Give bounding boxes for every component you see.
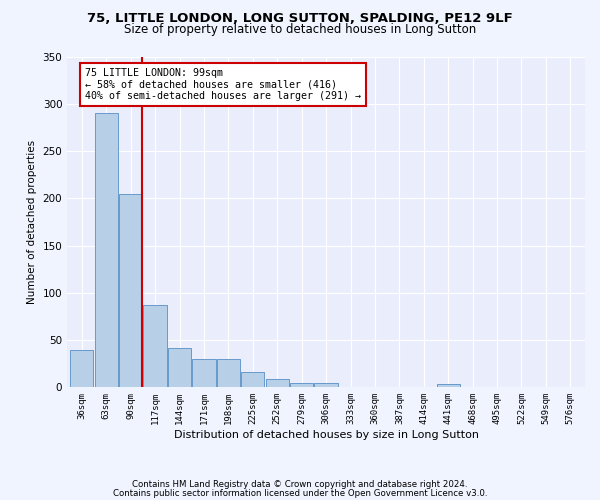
Text: 75, LITTLE LONDON, LONG SUTTON, SPALDING, PE12 9LF: 75, LITTLE LONDON, LONG SUTTON, SPALDING… — [87, 12, 513, 26]
Bar — [290, 382, 313, 388]
Bar — [119, 194, 142, 388]
Bar — [193, 359, 215, 388]
Bar — [437, 384, 460, 388]
Bar — [241, 372, 265, 388]
Bar — [95, 113, 118, 388]
Bar — [217, 359, 240, 388]
Bar — [266, 379, 289, 388]
Text: 75 LITTLE LONDON: 99sqm
← 58% of detached houses are smaller (416)
40% of semi-d: 75 LITTLE LONDON: 99sqm ← 58% of detache… — [85, 68, 361, 101]
X-axis label: Distribution of detached houses by size in Long Sutton: Distribution of detached houses by size … — [173, 430, 479, 440]
Title: 75, LITTLE LONDON, LONG SUTTON, SPALDING, PE12 9LF
Size of property relative to : 75, LITTLE LONDON, LONG SUTTON, SPALDING… — [0, 499, 1, 500]
Bar — [70, 350, 94, 388]
Bar — [168, 348, 191, 388]
Bar — [143, 305, 167, 388]
Text: Size of property relative to detached houses in Long Sutton: Size of property relative to detached ho… — [124, 22, 476, 36]
Bar — [314, 382, 338, 388]
Text: Contains HM Land Registry data © Crown copyright and database right 2024.: Contains HM Land Registry data © Crown c… — [132, 480, 468, 489]
Y-axis label: Number of detached properties: Number of detached properties — [27, 140, 37, 304]
Text: Contains public sector information licensed under the Open Government Licence v3: Contains public sector information licen… — [113, 488, 487, 498]
